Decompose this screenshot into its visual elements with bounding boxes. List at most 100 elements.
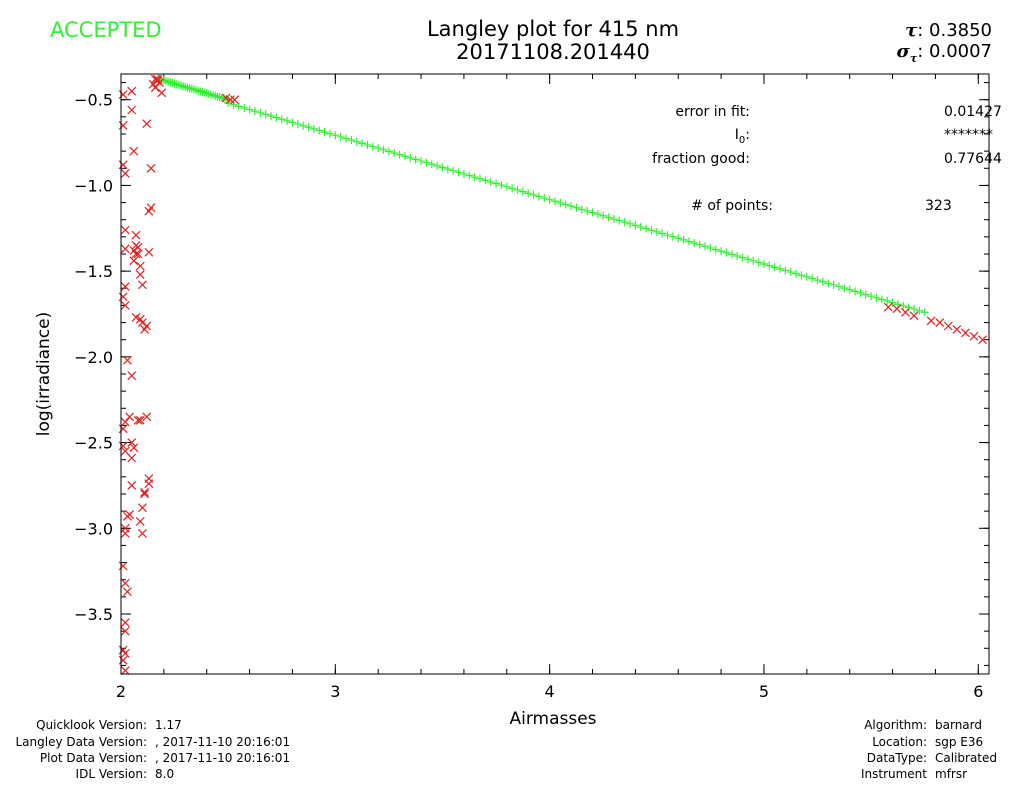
good-point (674, 234, 683, 243)
rejected-point (120, 578, 130, 588)
good-point (861, 290, 870, 299)
rejected-point (146, 163, 156, 173)
tau-value: 0.3850 (929, 20, 992, 41)
good-point (690, 239, 699, 248)
good-point (679, 235, 688, 244)
good-point (545, 195, 554, 204)
good-point (198, 88, 207, 96)
rejected-point (120, 626, 130, 636)
good-point (588, 208, 597, 217)
good-point (384, 147, 393, 156)
rejected-point (144, 479, 154, 489)
good-point (920, 308, 929, 317)
rejected-point (118, 655, 128, 665)
rejected-point (118, 121, 128, 130)
rejected-point (125, 412, 134, 422)
rejected-point (118, 424, 128, 434)
good-point (183, 83, 192, 92)
y-tick-label: −2.5 (74, 434, 113, 453)
good-point (486, 177, 495, 186)
good-point (454, 168, 463, 177)
good-point (492, 179, 501, 188)
rejected-point (943, 321, 953, 331)
i0-label: I0: (734, 127, 750, 146)
good-point (192, 86, 201, 95)
good-point (604, 213, 613, 222)
chart-subtitle: 20171108.201440 (456, 40, 650, 64)
rejected-point (120, 529, 130, 538)
plot-frame (120, 73, 990, 675)
rejected-point (118, 90, 128, 99)
good-point (283, 116, 292, 125)
rejected-point (909, 311, 919, 321)
rejected-point (978, 335, 987, 345)
x-tick-label: 5 (759, 682, 769, 701)
rejected-point (133, 242, 143, 252)
good-point (352, 137, 361, 146)
tau-readout: τ: 0.3850 (905, 22, 992, 40)
good-point (551, 197, 559, 206)
x-tick-label: 3 (330, 682, 340, 701)
accepted-status: ACCEPTED (50, 18, 162, 42)
good-point (668, 232, 677, 241)
rejected-point (123, 587, 132, 597)
good-point (883, 297, 892, 306)
num-points-label: # of points: (691, 198, 773, 214)
good-point (217, 93, 226, 102)
good-point (867, 292, 876, 301)
good-point (250, 107, 259, 116)
good-point (856, 288, 865, 297)
rejected-point (127, 86, 137, 96)
good-point (202, 89, 211, 98)
rejected-point (926, 316, 936, 326)
good-point (813, 276, 822, 285)
footer-right-label: Location: (872, 735, 927, 749)
good-point (166, 78, 175, 87)
good-point (177, 81, 186, 90)
good-point (642, 224, 651, 233)
good-point (792, 269, 801, 278)
rejected-point (135, 415, 145, 425)
good-point (797, 271, 806, 280)
rejected-point (129, 146, 139, 156)
good-point (358, 139, 367, 148)
rejected-point (144, 247, 154, 257)
footer-left-value: , 2017-11-10 20:16:01 (155, 751, 291, 765)
good-point (411, 155, 420, 164)
good-point (845, 285, 854, 294)
rejected-point (120, 244, 130, 254)
good-point (759, 260, 768, 269)
good-point (245, 105, 254, 114)
good-point (738, 253, 747, 262)
rejected-point (142, 119, 152, 129)
good-point (802, 272, 811, 281)
good-point (636, 223, 645, 232)
i0-letter: I (734, 127, 739, 143)
y-tick-label: −0.5 (74, 91, 113, 110)
good-point (315, 126, 324, 135)
good-point (400, 152, 409, 161)
footer-left-label: IDL Version: (75, 767, 147, 781)
y-tick-label: −1.0 (74, 176, 113, 195)
good-point (631, 221, 640, 230)
good-point (743, 255, 752, 264)
good-point (427, 160, 436, 169)
rejected-point (118, 292, 128, 302)
chart-title: Langley plot for 415 nm (426, 17, 680, 41)
good-point (834, 282, 843, 291)
good-point (267, 112, 276, 121)
good-point (652, 227, 661, 236)
good-point (556, 198, 565, 207)
good-point (211, 91, 220, 100)
rejected-point (140, 489, 149, 499)
good-point (433, 161, 442, 170)
good-point (706, 243, 715, 252)
footer-right-label: Instrument (860, 767, 927, 781)
rejected-point (225, 95, 235, 105)
good-point (481, 176, 490, 185)
rejected-point (153, 76, 162, 86)
rejected-point (133, 415, 143, 425)
good-point (347, 136, 356, 145)
good-point (658, 229, 667, 238)
